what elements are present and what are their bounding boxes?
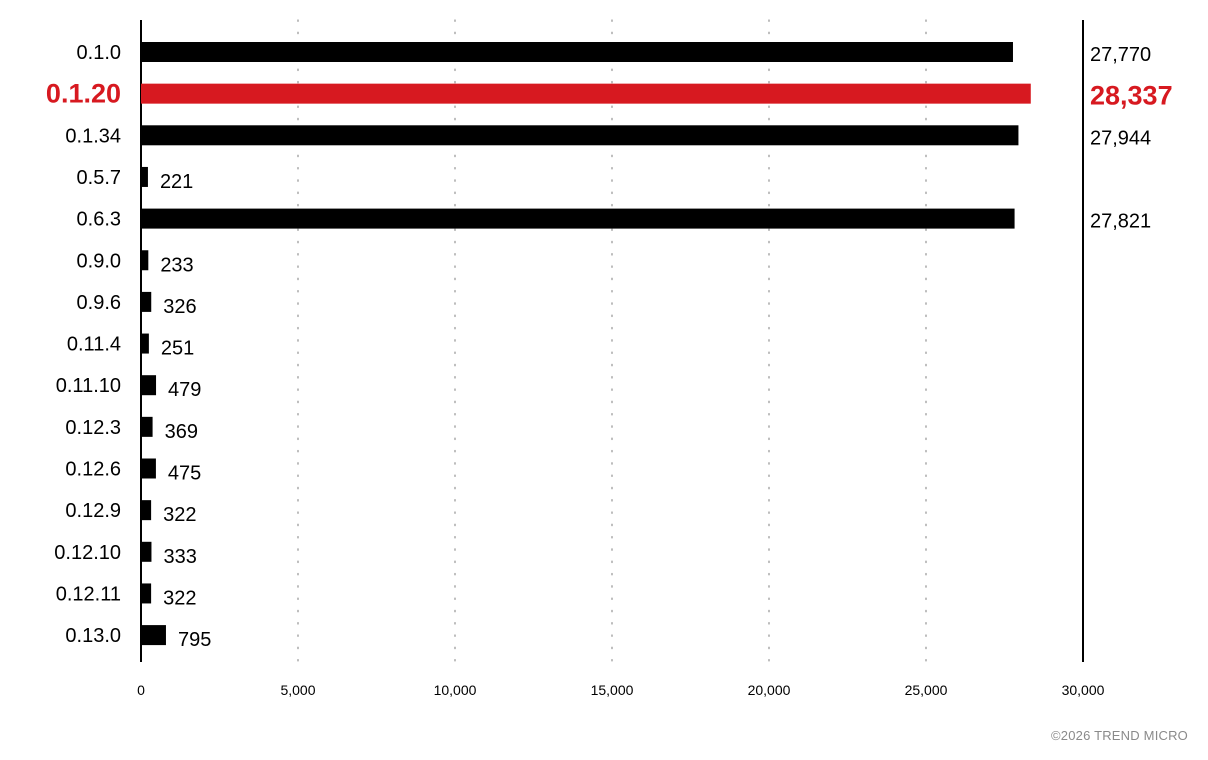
x-tick-label: 25,000 (905, 682, 948, 698)
category-label: 0.12.9 (65, 500, 121, 522)
value-label: 333 (163, 546, 196, 568)
bar (141, 541, 152, 562)
category-label: 0.11.10 (56, 375, 121, 397)
value-label: 27,821 (1090, 211, 1151, 233)
bar (141, 625, 166, 646)
category-label: 0.12.11 (56, 583, 121, 605)
bar (141, 250, 149, 271)
category-label: 0.9.6 (77, 292, 121, 314)
value-label: 233 (160, 254, 193, 276)
value-label: 326 (163, 296, 196, 318)
category-label: 0.6.3 (77, 209, 121, 231)
category-label: 0.5.7 (77, 167, 121, 189)
bar (141, 83, 1031, 104)
x-tick-labels: 0 5,000 10,000 15,000 20,000 25,000 30,000 (137, 682, 1105, 698)
grid-lines (297, 19, 927, 663)
bar (141, 458, 156, 479)
x-tick-label: 20,000 (748, 682, 791, 698)
value-label: 369 (165, 421, 198, 443)
bar (141, 500, 152, 521)
value-label: 322 (163, 587, 196, 609)
category-label: 0.13.0 (65, 625, 121, 647)
bars (141, 42, 1031, 646)
value-label: 27,944 (1090, 127, 1151, 149)
value-label: 795 (178, 629, 211, 651)
bar (141, 42, 1013, 62)
value-label: 221 (160, 171, 193, 193)
bar (141, 375, 157, 396)
category-labels: 0.1.0 0.1.20 0.1.34 0.5.7 0.6.3 0.9.0 0.9.6 0.1… (46, 42, 121, 647)
x-tick-label: 0 (137, 682, 145, 698)
x-tick-label: 15,000 (591, 682, 634, 698)
value-labels: 27,770 28,337 27,944 221 27,821 233 326 251 479 3… (160, 44, 1173, 651)
category-label: 0.12.3 (65, 417, 121, 439)
bar (141, 333, 149, 354)
category-label: 0.1.20 (46, 79, 121, 109)
category-label: 0.1.0 (77, 42, 121, 64)
value-label: 27,770 (1090, 44, 1151, 66)
bar (141, 583, 152, 604)
category-label: 0.12.6 (65, 459, 121, 481)
category-label: 0.1.34 (65, 125, 121, 147)
value-label: 475 (168, 463, 201, 485)
x-tick-label: 5,000 (280, 682, 315, 698)
category-label: 0.9.0 (77, 250, 121, 272)
category-label: 0.12.10 (54, 542, 121, 564)
value-label: 28,337 (1090, 81, 1173, 111)
value-label: 322 (163, 504, 196, 526)
bar (141, 416, 153, 437)
bar (141, 125, 1019, 146)
category-label: 0.11.4 (67, 334, 121, 356)
value-label: 251 (161, 338, 194, 360)
bar (141, 208, 1015, 229)
bar (141, 166, 148, 187)
x-tick-label: 10,000 (434, 682, 477, 698)
copyright-text: ©2026 TREND MICRO (1051, 728, 1188, 743)
bar (141, 291, 152, 312)
value-label: 479 (168, 379, 201, 401)
x-tick-label: 30,000 (1062, 682, 1105, 698)
